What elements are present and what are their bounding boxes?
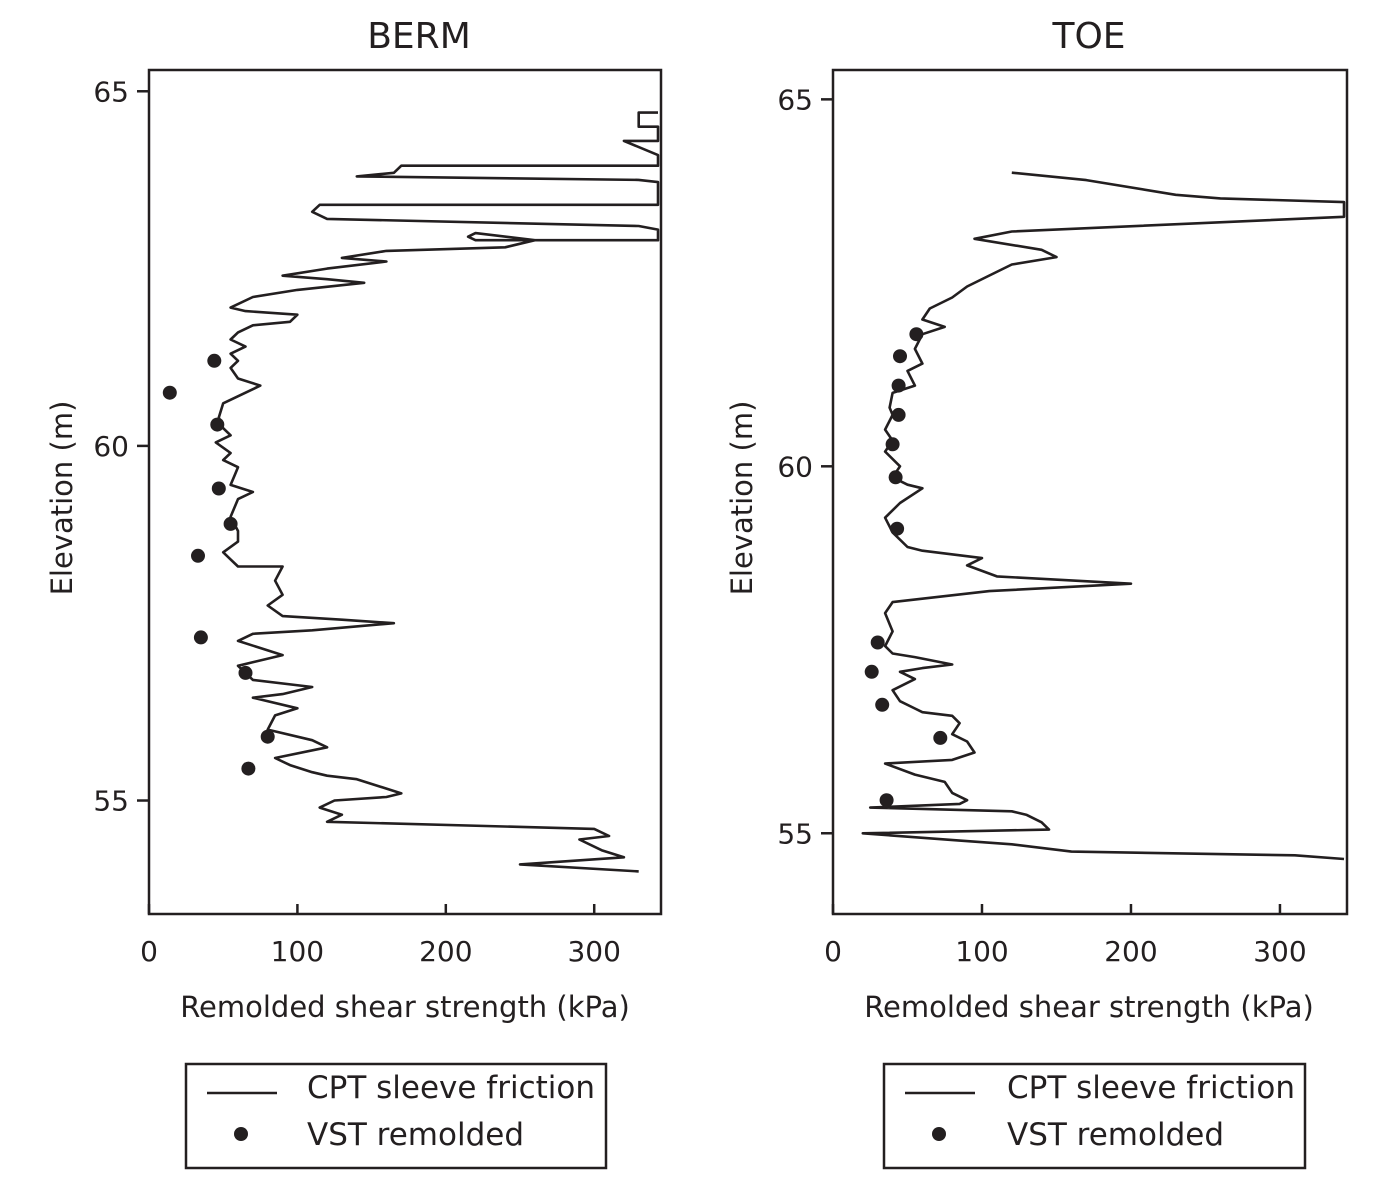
toe-vst-remolded-point xyxy=(891,378,906,393)
toe-cpt-sleeve-friction-line xyxy=(861,171,1346,861)
toe-vst-remolded-point xyxy=(870,635,885,650)
berm-plot-frame xyxy=(147,68,663,916)
toe-x-axis-label: Remolded shear strength (kPa) xyxy=(864,990,1314,1024)
berm-legend-dot-swatch xyxy=(234,1127,248,1141)
berm-x-tick-label: 100 xyxy=(271,935,324,968)
toe-x-tick-label: 100 xyxy=(955,935,1008,968)
toe-legend-cpt-label: CPT sleeve friction xyxy=(1007,1070,1295,1106)
berm-vst-remolded-point xyxy=(260,729,275,744)
toe-x-tick-label: 0 xyxy=(824,935,842,968)
berm-vst-remolded-point xyxy=(162,385,177,400)
berm-vst-remolded-point xyxy=(191,548,205,563)
berm-vst-remolded-point xyxy=(211,481,226,496)
toe-x-tick-label: 200 xyxy=(1104,935,1157,968)
berm-cpt-sleeve-friction-line xyxy=(214,111,660,873)
toe-y-tick-label: 60 xyxy=(777,450,813,483)
toe-y-ticks: 55 60 65 xyxy=(777,83,833,850)
berm-series xyxy=(162,111,660,873)
berm-legend-vst-label: VST remolded xyxy=(307,1117,524,1153)
berm-y-tick-label: 65 xyxy=(93,75,129,108)
toe-y-tick-label: 55 xyxy=(777,817,813,850)
toe-vst-remolded-point xyxy=(888,470,903,485)
toe-series xyxy=(861,171,1346,861)
berm-legend-cpt-label: CPT sleeve friction xyxy=(307,1070,595,1106)
berm-y-axis-label: Elevation (m) xyxy=(45,401,79,596)
toe-vst-remolded-point xyxy=(893,349,907,364)
berm-x-tick-label: 0 xyxy=(140,935,158,968)
berm-y-tick-label: 60 xyxy=(93,430,129,463)
berm-vst-remolded-point xyxy=(241,761,256,776)
toe-legend-box xyxy=(882,1062,1307,1170)
berm-vst-remolded-point xyxy=(238,665,253,680)
toe-legend-dot-swatch xyxy=(932,1127,946,1141)
toe-vst-remolded-point xyxy=(885,437,900,452)
toe-x-ticks: 0 100 200 300 xyxy=(824,904,1307,968)
berm-vst-remolded-point xyxy=(207,353,222,368)
berm-legend: CPT sleeve friction VST remolded xyxy=(184,1062,608,1170)
toe-plot-frame xyxy=(831,68,1349,916)
berm-vst-remolded-point xyxy=(210,417,225,432)
toe-x-tick-label: 300 xyxy=(1253,935,1306,968)
berm-y-ticks: 55 60 65 xyxy=(93,75,149,818)
toe-vst-remolded-point xyxy=(909,327,924,342)
toe-vst-remolded-point xyxy=(875,697,890,712)
toe-vst-remolded-point xyxy=(891,407,906,422)
berm-vst-remolded-point xyxy=(223,516,238,531)
berm-y-tick-label: 55 xyxy=(93,785,129,818)
berm-title: BERM xyxy=(367,16,471,57)
berm-legend-box xyxy=(184,1062,608,1170)
toe-title: TOE xyxy=(1051,16,1125,57)
berm-vst-remolded-point xyxy=(193,630,208,645)
toe-legend: CPT sleeve friction VST remolded xyxy=(882,1062,1307,1170)
berm-x-axis-label: Remolded shear strength (kPa) xyxy=(180,990,630,1024)
toe-y-axis-label: Elevation (m) xyxy=(725,401,759,596)
toe-y-tick-label: 65 xyxy=(777,83,813,116)
berm-panel: BERM 0 100 200 300 55 60 65 Remolded shear st… xyxy=(45,16,663,1170)
berm-x-tick-label: 200 xyxy=(419,935,472,968)
toe-vst-remolded-point xyxy=(864,664,879,679)
toe-vst-remolded-point xyxy=(933,730,948,745)
toe-vst-remolded-point xyxy=(879,793,894,808)
toe-panel: TOE 0 100 200 300 55 60 65 Remolded shear str… xyxy=(725,16,1349,1170)
berm-x-ticks: 0 100 200 300 xyxy=(140,904,621,968)
berm-x-tick-label: 300 xyxy=(567,935,620,968)
toe-vst-remolded-point xyxy=(890,521,905,536)
toe-legend-vst-label: VST remolded xyxy=(1007,1117,1224,1153)
